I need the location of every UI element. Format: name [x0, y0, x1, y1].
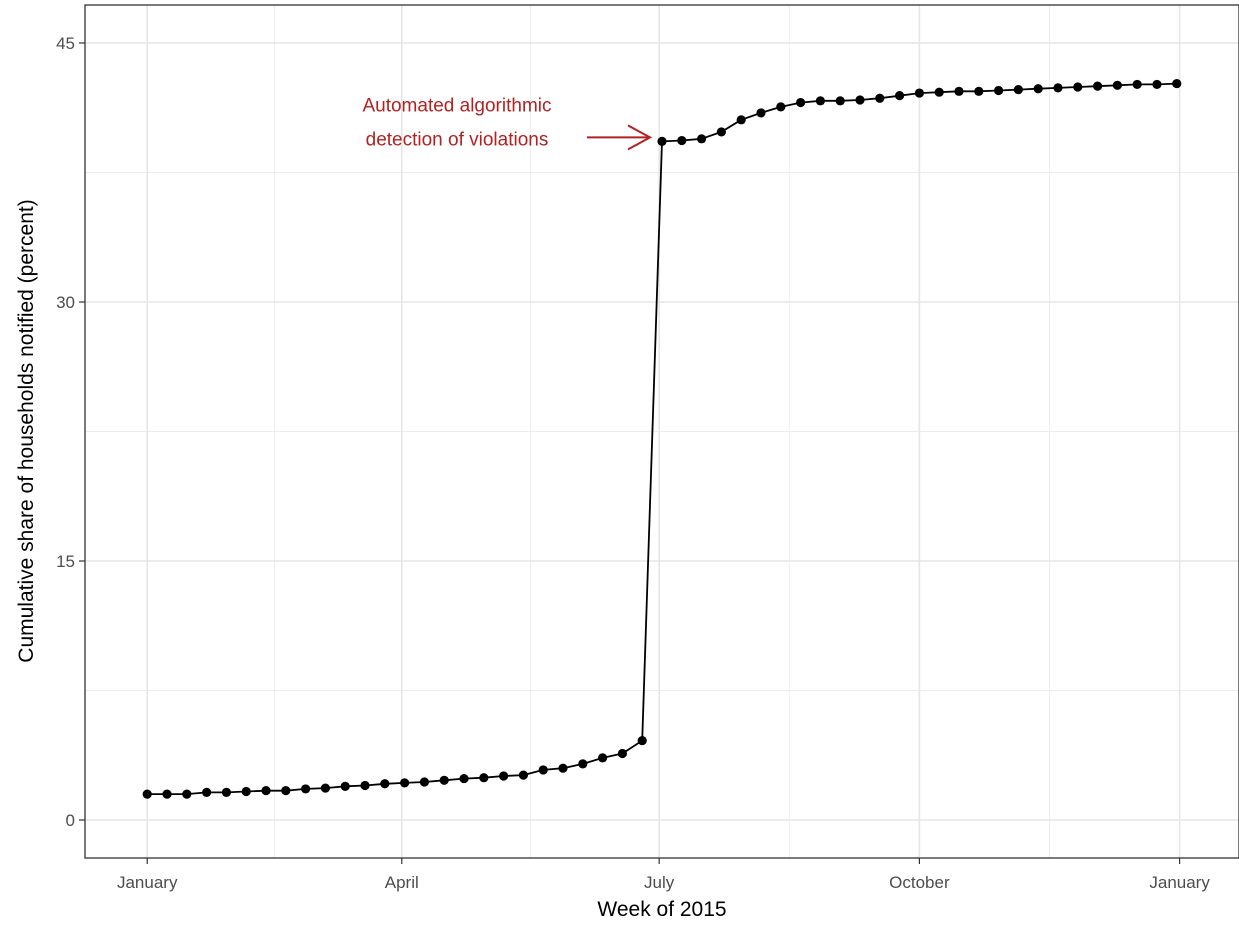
data-point [736, 115, 746, 125]
data-point [1033, 84, 1043, 94]
data-point [479, 773, 489, 783]
y-axis-title: Cumulative share of households notified … [15, 199, 38, 662]
data-point [974, 86, 984, 96]
data-point [1132, 79, 1142, 90]
data-point [835, 96, 845, 106]
x-tick-label: April [385, 873, 419, 892]
data-point [696, 134, 707, 144]
data-point [360, 780, 370, 791]
data-point [1053, 83, 1063, 93]
data-point [795, 97, 806, 108]
data-point [221, 787, 232, 797]
x-axis-title: Week of 2015 [597, 898, 726, 921]
data-point [815, 96, 825, 106]
series-layer [142, 78, 1182, 799]
data-point [598, 753, 608, 763]
data-point [241, 786, 251, 797]
x-tick-label: July [644, 873, 675, 892]
data-point [657, 136, 667, 147]
data-point [261, 786, 271, 796]
data-point [1092, 81, 1103, 91]
data-point [281, 786, 291, 796]
data-point [637, 735, 647, 746]
data-point [1013, 85, 1023, 95]
data-point [855, 95, 865, 105]
data-point [340, 781, 350, 791]
data-point [162, 789, 172, 799]
data-point [538, 765, 548, 775]
data-point [894, 91, 905, 101]
data-point [439, 775, 449, 785]
data-point [202, 787, 212, 797]
data-point [776, 102, 786, 112]
data-point [518, 770, 529, 780]
data-point [499, 771, 509, 781]
data-point [1152, 79, 1162, 90]
data-point [400, 778, 410, 788]
data-point [578, 759, 588, 769]
data-point [716, 127, 726, 137]
data-point [993, 85, 1004, 96]
data-point [380, 779, 390, 789]
plot-border [84, 4, 1239, 859]
data-point [914, 88, 924, 98]
data-point [756, 108, 766, 118]
data-point [934, 87, 944, 97]
x-tick-label: October [889, 873, 950, 892]
data-point [1172, 78, 1182, 89]
data-point [1073, 82, 1083, 92]
data-point [320, 783, 331, 793]
axes: January April July October January 0 15 30 45 [56, 34, 1210, 892]
y-tick-label: 45 [56, 34, 75, 53]
annotation-line-2: detection of violations [366, 129, 549, 150]
data-point [182, 789, 192, 799]
data-point [558, 763, 568, 773]
data-point [954, 86, 964, 96]
data-point [617, 748, 628, 759]
y-tick-label: 0 [66, 811, 75, 830]
y-tick-label: 30 [56, 293, 75, 312]
data-point [142, 789, 152, 799]
grid-minor [85, 5, 1239, 858]
y-tick-label: 15 [56, 552, 75, 571]
annotation-arrow-head [627, 124, 653, 151]
x-tick-label: January [1149, 873, 1210, 892]
annotation: Automated algorithmic detection of viola… [362, 95, 653, 151]
data-point [875, 93, 885, 103]
x-tick-label: January [117, 873, 178, 892]
data-point [301, 784, 311, 794]
data-point [677, 135, 687, 146]
data-point [1112, 80, 1122, 90]
data-point [459, 773, 469, 784]
data-point [419, 777, 430, 787]
annotation-line-1: Automated algorithmic [362, 95, 551, 116]
grid-major [85, 5, 1239, 858]
